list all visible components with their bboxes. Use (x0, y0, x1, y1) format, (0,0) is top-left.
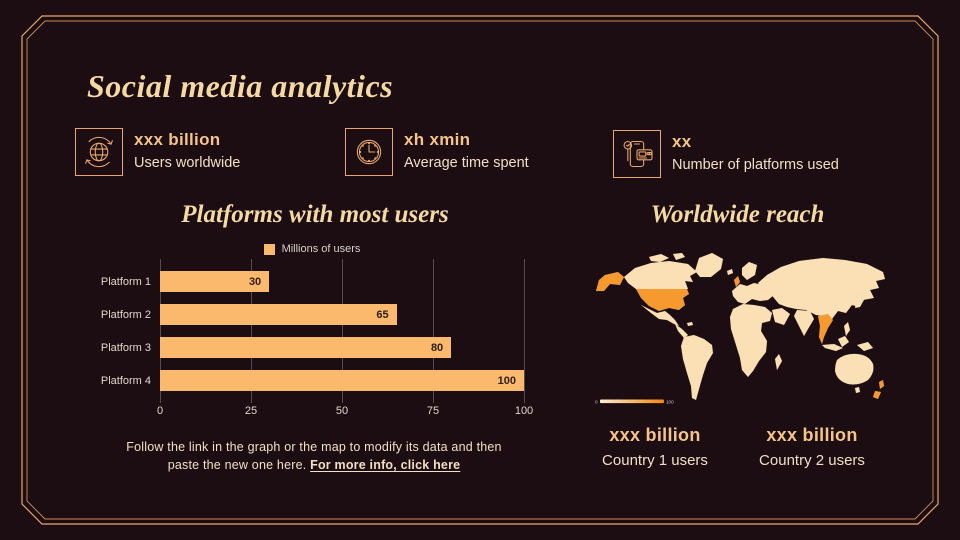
x-tick-label: 0 (156, 405, 164, 417)
bar-value-label: 65 (376, 308, 389, 321)
country-stat-value: xxx billion (609, 425, 701, 445)
stat-users-worldwide: xxx billion Users worldwide (75, 128, 340, 176)
country-stat-value: xxx billion (766, 425, 858, 445)
map-region-arctic-islands (672, 252, 686, 261)
bar-value-label: 80 (430, 341, 444, 354)
gridline (251, 259, 252, 403)
chart-row: Platform 4 100 (98, 364, 526, 397)
map-region-philippines (843, 321, 851, 337)
bar-value-label: 100 (497, 374, 516, 387)
bar-category-label: Platform 3 (100, 341, 151, 354)
map-region-central-america (674, 323, 689, 339)
map-region-alaska-highlighted (595, 271, 625, 292)
bar-value-label: 30 (248, 275, 262, 288)
chart-legend: Millions of users (98, 243, 526, 255)
x-tick-label: 50 (335, 405, 349, 417)
chart-row: Platform 1 30 (98, 265, 526, 298)
bar-chart[interactable]: Millions of users Platform 1 30 Platform 2… (98, 243, 533, 423)
bar-track: 65 (160, 304, 524, 325)
map-region-south-america (680, 334, 714, 401)
x-tick-label: 25 (244, 405, 258, 417)
chart-rows: Platform 1 30 Platform 2 65 Platform 3 80 Plat… (98, 265, 526, 397)
chart-section-heading: Platforms with most users (181, 201, 449, 228)
country-stat-label: Country 2 users (759, 452, 865, 469)
map-region-japan (854, 290, 866, 309)
map-region-thailand-highlighted (817, 313, 834, 345)
map-region-caribbean (686, 321, 694, 327)
footnote-line2: paste the new one here. (167, 458, 311, 472)
stat-platforms-used: xx Number of platforms used (613, 130, 863, 178)
platforms-phone-icon (623, 140, 653, 168)
map-region-borneo (837, 335, 850, 348)
map-region-iceland (726, 268, 734, 276)
footnote: Follow the link in the graph or the map … (84, 438, 544, 474)
chart-gridlines (160, 259, 525, 403)
map-legend-max-label: 100 (666, 399, 674, 404)
map-region-madagascar (774, 353, 783, 371)
chart-row: Platform 2 65 (98, 298, 526, 331)
x-tick-label: 75 (426, 405, 440, 417)
stat-value: xh xmin (404, 130, 471, 149)
map-color-legend: 0 100 (595, 399, 674, 404)
bar[interactable]: 100 (160, 370, 524, 391)
bar-track: 80 (160, 337, 524, 358)
map-region-uk-highlighted (733, 275, 741, 288)
x-tick-label: 100 (514, 405, 534, 417)
clock-icon (356, 139, 382, 165)
map-region-india (793, 309, 815, 337)
stat-icon-box (613, 130, 661, 178)
bar-track: 30 (160, 271, 524, 292)
country-1-stat: xxx billion Country 1 users (575, 425, 735, 469)
map-section-heading: Worldwide reach (650, 201, 825, 228)
legend-label: Millions of users (281, 243, 361, 255)
map-region-scandinavia (741, 261, 758, 281)
stat-label: Number of platforms used (672, 157, 839, 173)
footnote-link[interactable]: For more info, click here (310, 458, 461, 472)
map-region-greenland (694, 252, 724, 278)
gridline (433, 259, 434, 403)
stat-icon-box (345, 128, 393, 176)
bar[interactable]: 80 (160, 337, 452, 358)
bar-track: 100 (160, 370, 524, 391)
map-region-arctic-islands (648, 253, 670, 263)
map-region-new-zealand-highlighted (878, 379, 885, 390)
map-region-arabia (771, 307, 791, 326)
stat-icon-box (75, 128, 123, 176)
bar[interactable]: 30 (160, 271, 270, 292)
legend-swatch-icon (263, 243, 275, 255)
map-region-indonesia (821, 343, 844, 352)
stat-average-time: xh xmin Average time spent (345, 128, 610, 176)
bar-category-label: Platform 2 (100, 308, 151, 321)
bar-category-label: Platform 1 (100, 275, 151, 288)
stat-label: Users worldwide (134, 155, 241, 171)
globe-arrows-icon (85, 136, 113, 168)
map-region-africa (729, 303, 773, 378)
stat-value: xxx billion (134, 130, 221, 149)
gridline (524, 259, 525, 403)
map-legend-min-label: 0 (595, 399, 598, 404)
world-map[interactable]: 0 100 (591, 249, 891, 411)
map-region-tasmania (854, 386, 861, 394)
gridline (342, 259, 343, 403)
map-region-new-guinea (856, 341, 874, 352)
gridline (160, 259, 161, 403)
map-region-australia (834, 353, 874, 385)
chart-x-axis: 0 25 50 75 100 (156, 405, 533, 423)
country-2-stat: xxx billion Country 2 users (732, 425, 892, 469)
footnote-line1: Follow the link in the graph or the map … (126, 440, 502, 454)
bar-category-label: Platform 4 (100, 374, 151, 387)
map-region-new-zealand-highlighted (872, 390, 882, 400)
country-stat-label: Country 1 users (602, 452, 708, 469)
bar[interactable]: 65 (160, 304, 397, 325)
map-region-canada (623, 260, 698, 290)
stat-label: Average time spent (404, 155, 529, 171)
page-title: Social media analytics (87, 68, 394, 104)
map-region-usa-highlighted (635, 288, 690, 312)
chart-row: Platform 3 80 (98, 331, 526, 364)
map-region-mexico (640, 304, 680, 327)
stat-value: xx (672, 132, 692, 151)
